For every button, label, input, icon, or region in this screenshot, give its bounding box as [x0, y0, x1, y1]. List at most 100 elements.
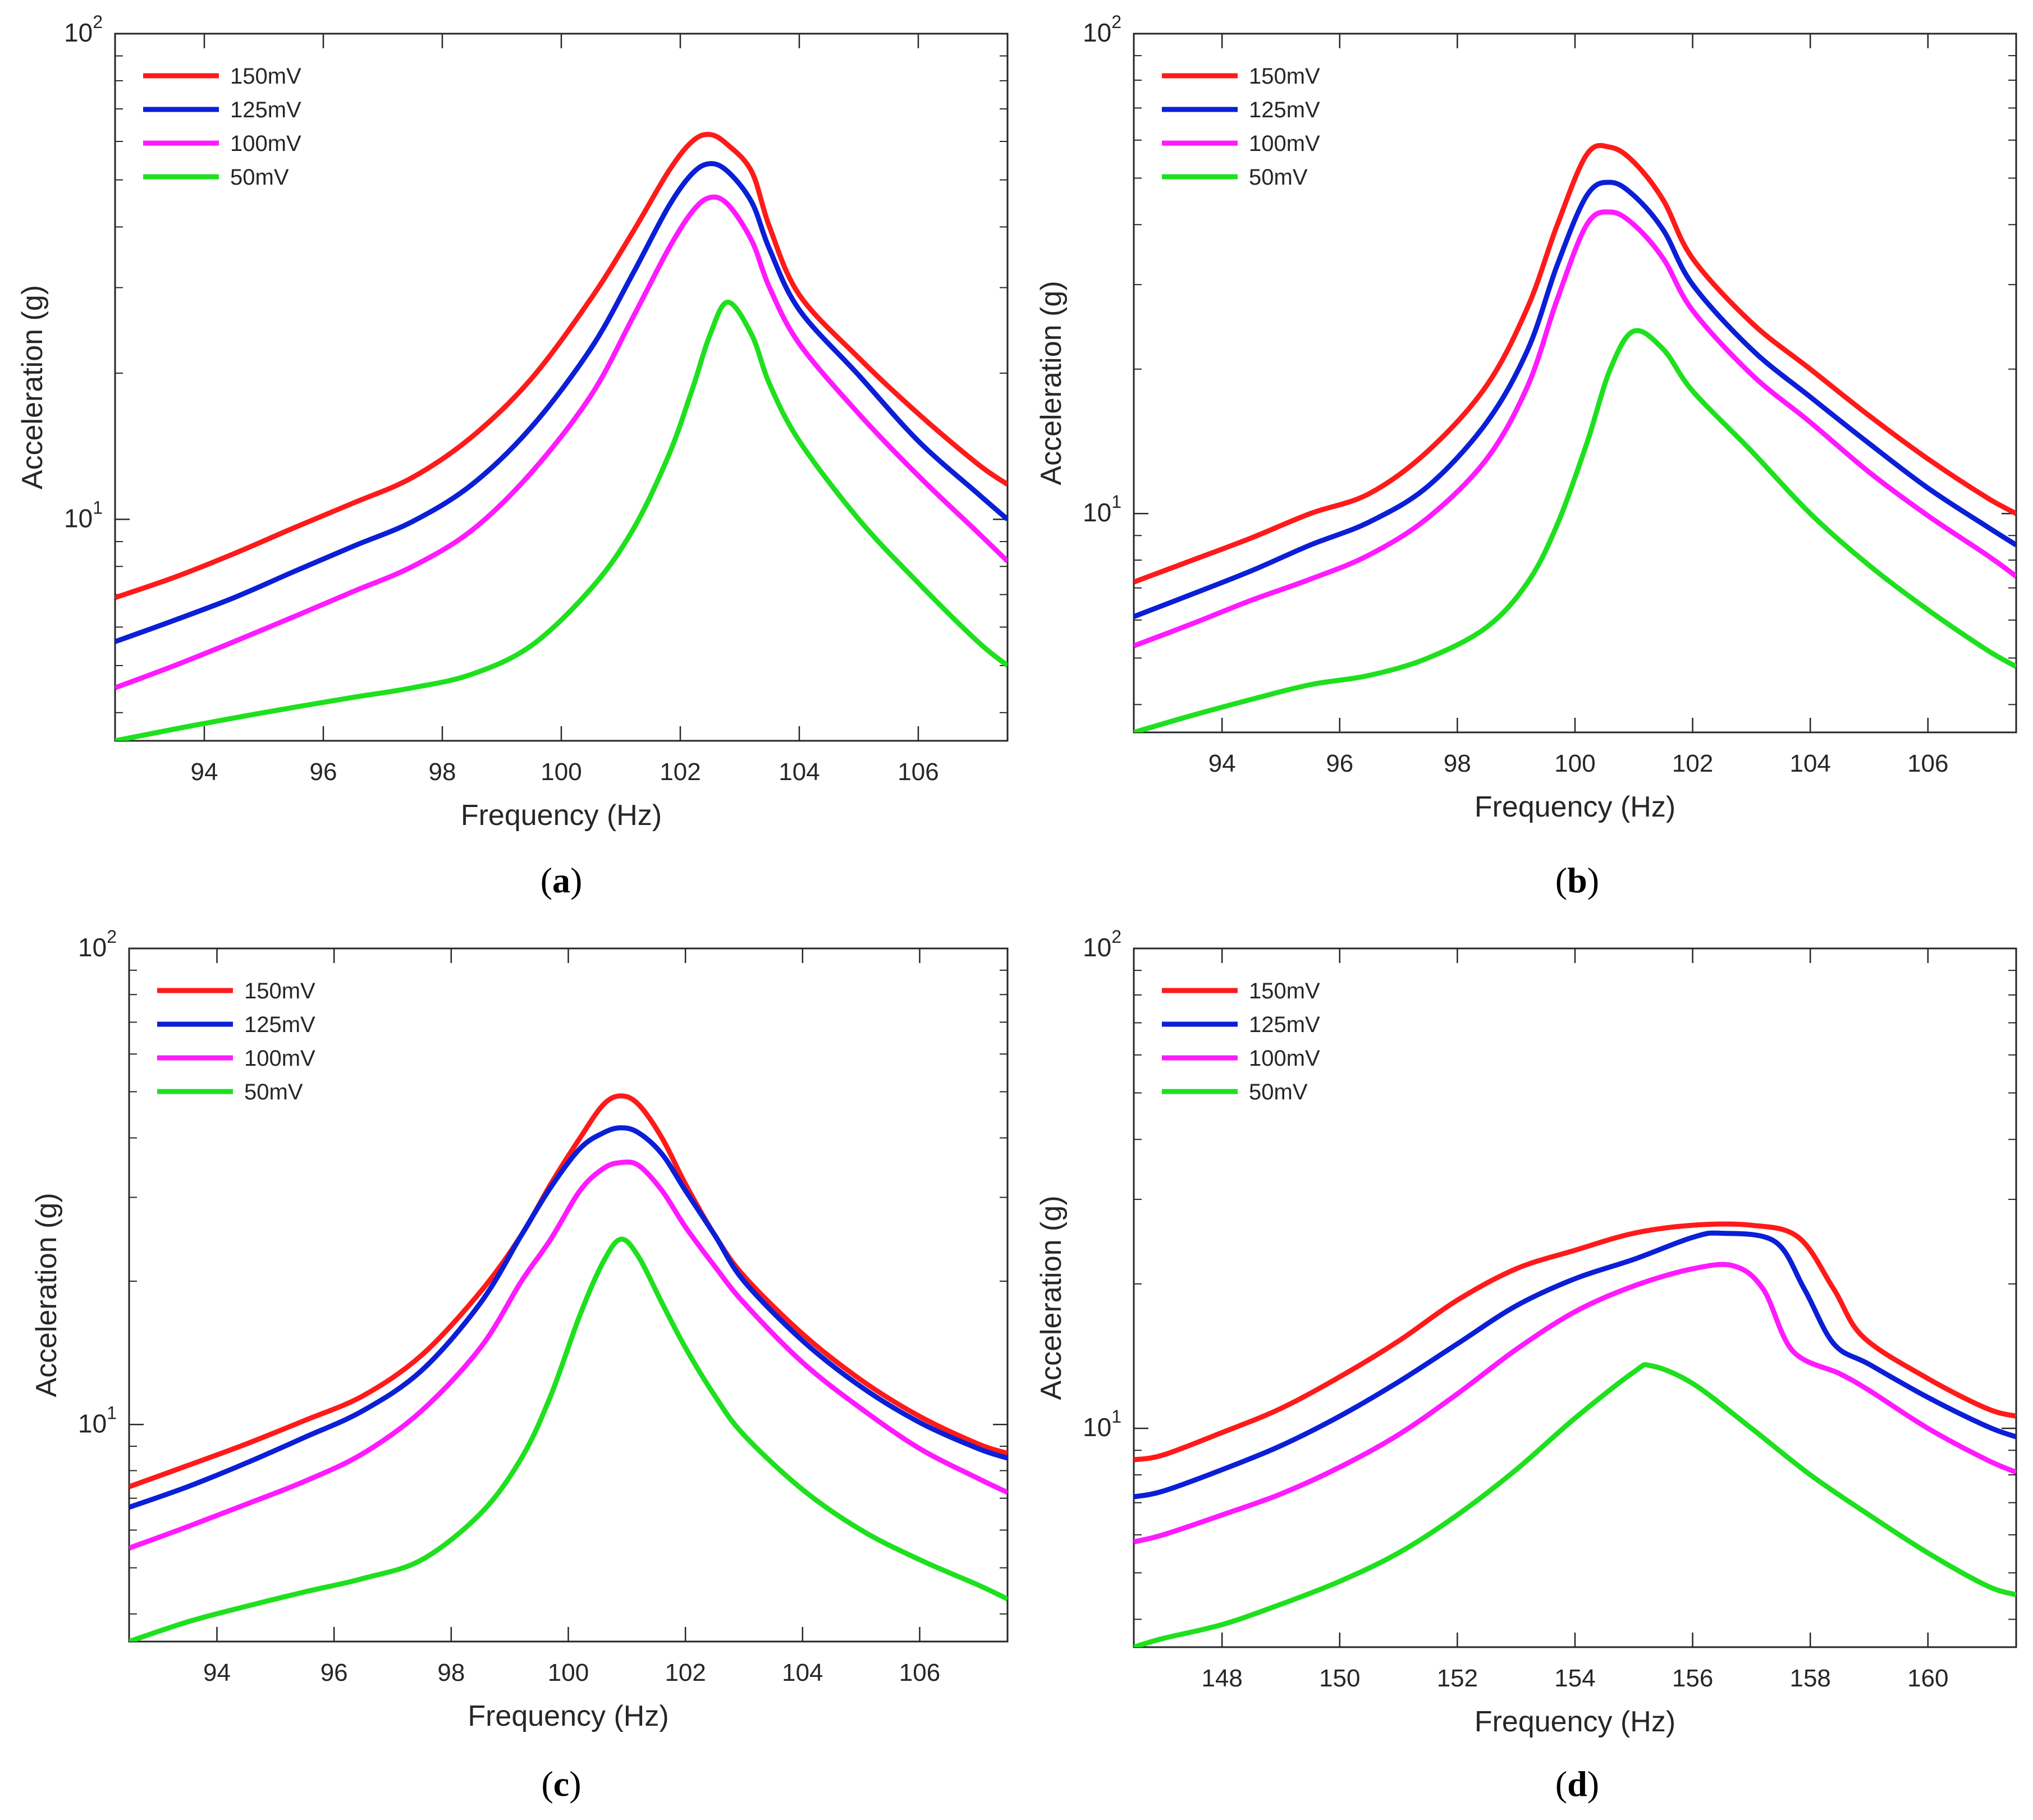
caption-close-paren: )	[570, 860, 582, 900]
series-line-150mV	[115, 131, 1008, 600]
legend-label: 100mV	[1249, 131, 1320, 156]
y-tick-base: 10	[1083, 933, 1111, 962]
series-line-125mV	[129, 1125, 1008, 1510]
y-tick-exponent: 1	[93, 497, 103, 517]
y-tick-exponent: 2	[107, 927, 117, 947]
x-tick-label: 100	[1554, 750, 1595, 777]
caption-close-paren: )	[1587, 1764, 1599, 1804]
x-tick-label: 104	[1789, 750, 1830, 777]
panel-caption: (a)	[541, 860, 583, 900]
series-line-50mV	[115, 299, 1008, 741]
legend-label: 50mV	[244, 1080, 303, 1104]
series-line-100mV	[115, 194, 1008, 690]
legend-label: 50mV	[230, 165, 289, 190]
legend-label: 100mV	[230, 131, 301, 156]
x-tick-label: 158	[1789, 1665, 1830, 1692]
y-axis-label: Acceleration (g)	[16, 285, 49, 489]
series-line-50mV	[1134, 328, 2016, 732]
y-tick-base: 10	[1083, 18, 1111, 47]
series-line-150mV	[1134, 143, 2016, 585]
y-tick-label: 101	[1083, 1406, 1121, 1442]
panel-caption: (c)	[541, 1764, 581, 1804]
x-tick-label: 94	[203, 1659, 231, 1686]
legend-label: 125mV	[1249, 98, 1320, 122]
x-tick-label: 96	[310, 758, 337, 786]
caption-letter: c	[553, 1764, 569, 1804]
series-line-100mV	[1134, 1262, 2016, 1544]
series-line-50mV	[1134, 1362, 2016, 1647]
legend-label: 125mV	[230, 98, 301, 122]
y-tick-exponent: 1	[1111, 1406, 1121, 1427]
y-tick-base: 10	[1083, 498, 1111, 527]
y-tick-label: 102	[78, 927, 117, 962]
panel-caption: (b)	[1555, 860, 1599, 900]
x-tick-label: 94	[1208, 750, 1236, 777]
legend-label: 50mV	[1249, 165, 1308, 190]
x-tick-label: 100	[541, 758, 581, 786]
legend-label: 150mV	[244, 979, 315, 1003]
legend-label: 100mV	[1249, 1046, 1320, 1071]
x-tick-label: 96	[1326, 750, 1353, 777]
caption-letter: d	[1567, 1764, 1587, 1804]
y-tick-label: 101	[64, 497, 103, 533]
series-line-125mV	[1134, 1230, 2016, 1500]
x-tick-label: 100	[548, 1659, 589, 1686]
x-tick-label: 94	[191, 758, 218, 786]
x-tick-label: 98	[437, 1659, 465, 1686]
x-tick-label: 98	[429, 758, 456, 786]
x-tick-label: 98	[1444, 750, 1471, 777]
x-tick-label: 102	[660, 758, 700, 786]
y-tick-exponent: 2	[1111, 12, 1121, 32]
y-tick-exponent: 2	[1111, 927, 1121, 947]
series-line-150mV	[129, 1093, 1008, 1489]
caption-open-paren: (	[541, 860, 552, 900]
x-tick-label: 160	[1907, 1665, 1948, 1692]
y-tick-label: 101	[1083, 492, 1121, 527]
x-axis-label: Frequency (Hz)	[468, 1700, 668, 1732]
y-tick-label: 102	[1083, 12, 1121, 47]
x-tick-label: 104	[782, 1659, 823, 1686]
y-tick-exponent: 1	[1111, 492, 1121, 512]
x-tick-label: 106	[898, 758, 938, 786]
legend-label: 50mV	[1249, 1080, 1308, 1104]
y-tick-base: 10	[78, 933, 107, 962]
y-axis-label: Acceleration (g)	[1035, 1195, 1068, 1400]
caption-open-paren: (	[541, 1764, 553, 1804]
x-axis-label: Frequency (Hz)	[1475, 791, 1675, 823]
y-tick-base: 10	[64, 18, 93, 47]
legend-label: 125mV	[244, 1012, 315, 1037]
x-tick-label: 96	[320, 1659, 348, 1686]
x-tick-label: 154	[1554, 1665, 1595, 1692]
series-line-100mV	[1134, 209, 2016, 649]
y-tick-base: 10	[78, 1409, 107, 1438]
legend-label: 150mV	[230, 64, 301, 89]
y-tick-exponent: 1	[107, 1402, 117, 1423]
caption-open-paren: (	[1555, 1764, 1567, 1804]
y-tick-base: 10	[64, 503, 93, 533]
y-tick-label: 101	[78, 1402, 117, 1438]
caption-letter: a	[552, 860, 570, 900]
series-line-125mV	[115, 161, 1008, 644]
y-axis-label: Acceleration (g)	[1035, 281, 1068, 485]
y-tick-label: 102	[1083, 927, 1121, 962]
caption-open-paren: (	[1555, 860, 1567, 900]
series-line-150mV	[1134, 1221, 2016, 1463]
x-tick-label: 102	[665, 1659, 706, 1686]
caption-letter: b	[1567, 860, 1587, 900]
x-axis-label: Frequency (Hz)	[1475, 1706, 1675, 1738]
caption-close-paren: )	[1587, 860, 1599, 900]
y-tick-exponent: 2	[93, 12, 103, 32]
x-tick-label: 102	[1672, 750, 1713, 777]
legend-label: 150mV	[1249, 64, 1320, 89]
x-axis-label: Frequency (Hz)	[461, 799, 662, 832]
x-tick-label: 148	[1201, 1665, 1242, 1692]
y-tick-label: 102	[64, 12, 103, 47]
x-tick-label: 104	[779, 758, 819, 786]
y-tick-base: 10	[1083, 1413, 1111, 1442]
legend-label: 125mV	[1249, 1012, 1320, 1037]
